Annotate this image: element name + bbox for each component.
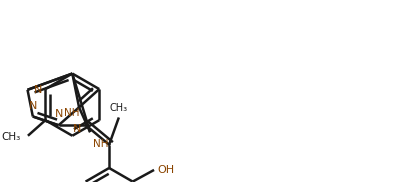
Text: N: N — [54, 109, 63, 119]
Text: N: N — [29, 101, 37, 111]
Text: CH₃: CH₃ — [1, 132, 20, 142]
Text: OH: OH — [157, 165, 174, 175]
Text: NH: NH — [65, 108, 80, 118]
Text: N: N — [72, 124, 81, 134]
Text: CH₃: CH₃ — [110, 103, 128, 113]
Text: NH: NH — [93, 139, 108, 149]
Text: N: N — [34, 85, 43, 95]
